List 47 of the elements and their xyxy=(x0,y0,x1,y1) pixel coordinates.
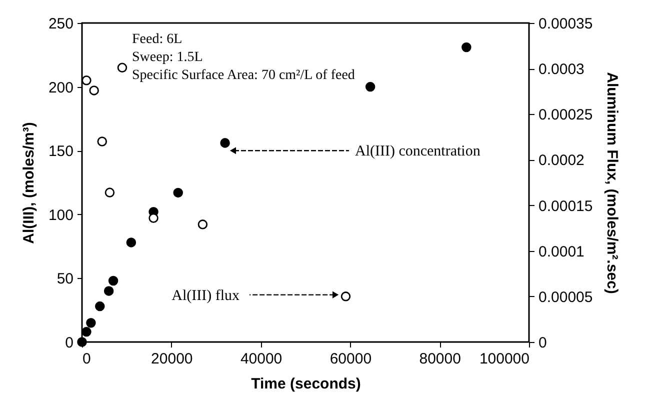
annotation: Al(III) flux xyxy=(172,288,240,304)
point xyxy=(365,82,376,92)
y2-tick-label: 0.00005 xyxy=(538,288,593,306)
annotation: Feed: 6L xyxy=(132,32,182,47)
y2-tick-label: 0.00025 xyxy=(538,106,593,124)
y-tick-label: 100 xyxy=(48,206,74,224)
point xyxy=(82,76,92,86)
x-tick-label: 40000 xyxy=(240,350,282,368)
x-tick-label: 60000 xyxy=(330,350,372,368)
y-tick-label: 250 xyxy=(48,16,74,32)
x-tick-label: 20000 xyxy=(151,350,193,368)
point xyxy=(108,276,118,286)
point xyxy=(82,326,92,337)
point xyxy=(340,292,351,302)
x-tick-label: 100000 xyxy=(479,350,530,368)
point xyxy=(104,286,114,296)
point xyxy=(77,337,87,347)
y-tick-label: 150 xyxy=(48,143,74,160)
point xyxy=(173,188,183,198)
y2-tick-label: 0.00015 xyxy=(538,198,593,215)
point xyxy=(220,138,230,148)
point xyxy=(104,188,115,198)
y2-axis-title: Aluminum Flux, (moles/m².sec) xyxy=(604,72,621,294)
point xyxy=(97,136,107,146)
point xyxy=(198,220,208,230)
x-tick-label: 80000 xyxy=(419,350,461,368)
annotation: Al(III) concentration xyxy=(354,144,481,160)
y-tick-label: 0 xyxy=(65,334,74,352)
y-axis-title: Al(III), (moles/m³) xyxy=(20,122,38,244)
y2-tick-label: 0.0003 xyxy=(538,61,584,78)
y-tick-label: 50 xyxy=(56,270,74,288)
y-tick-label: 200 xyxy=(48,79,74,96)
point xyxy=(94,301,105,312)
point xyxy=(86,318,96,328)
point xyxy=(117,62,128,73)
y2-tick-label: 0.00035 xyxy=(538,16,593,32)
point xyxy=(126,238,136,248)
point xyxy=(148,213,158,223)
y2-tick-label: 0.0001 xyxy=(538,243,584,260)
x-axis-title: Time (seconds) xyxy=(251,376,361,392)
annotation: Specific Surface Area: 70 cm²/L of feed xyxy=(132,68,355,83)
point xyxy=(89,86,99,96)
y2-tick-label: 0.0002 xyxy=(538,152,584,170)
annotation: Sweep: 1.5L xyxy=(132,50,203,65)
y2-tick-label: 0 xyxy=(538,334,547,352)
point xyxy=(462,42,472,52)
x-tick-label: 0 xyxy=(82,350,91,368)
